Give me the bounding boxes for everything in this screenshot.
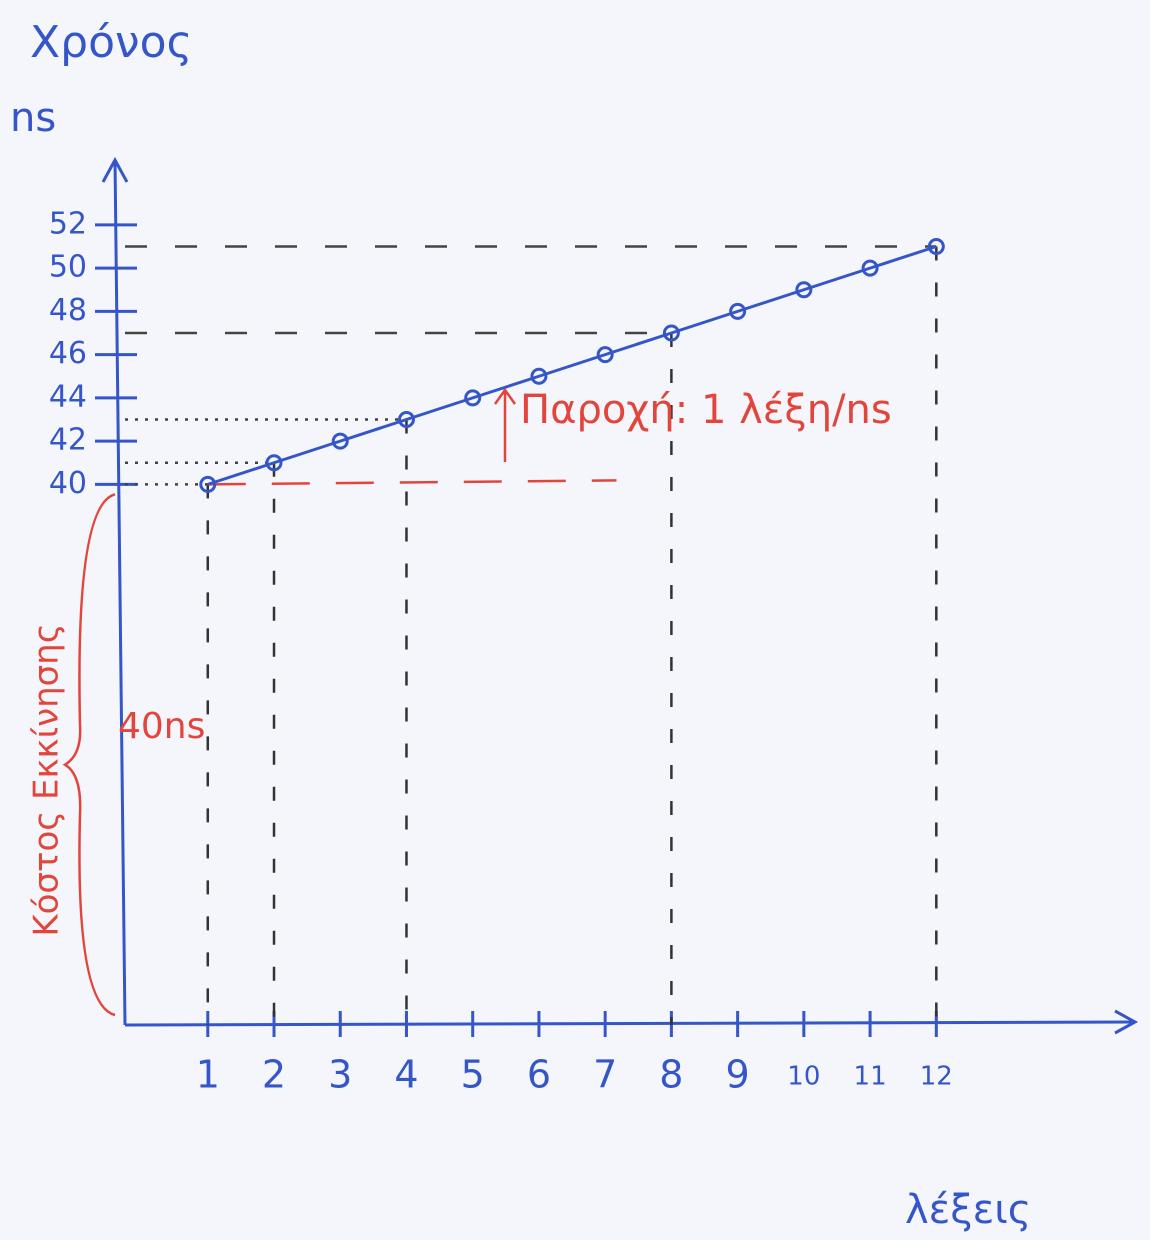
x-tick-label: 7 xyxy=(593,1053,617,1097)
y-tick-label: 44 xyxy=(49,379,87,414)
y-tick-label: 48 xyxy=(49,293,87,328)
x-tick-label: 5 xyxy=(461,1053,485,1097)
x-tick-label: 10 xyxy=(787,1062,820,1092)
y-tick-label: 52 xyxy=(49,206,87,241)
chart-title: Χρόνος xyxy=(30,17,192,68)
x-tick-label: 12 xyxy=(920,1062,953,1092)
y-tick-label: 42 xyxy=(49,423,87,458)
chart: Χρόνος ns λέξεις 40424446485052123456789… xyxy=(0,0,1150,1240)
startup-time-label: 40ns xyxy=(118,706,205,747)
y-tick-label: 46 xyxy=(49,336,87,371)
startup-cost-label: Κόστος Εκκίνησης xyxy=(27,623,67,936)
x-tick-label: 8 xyxy=(659,1053,683,1097)
x-tick-label: 11 xyxy=(854,1062,887,1092)
x-axis-label: λέξεις xyxy=(905,1187,1031,1233)
x-tick-label: 9 xyxy=(726,1053,750,1097)
x-tick-label: 4 xyxy=(394,1053,418,1097)
y-axis-label: ns xyxy=(10,95,56,141)
y-tick-label: 40 xyxy=(49,466,87,501)
x-tick-label: 2 xyxy=(262,1053,286,1097)
y-tick-label: 50 xyxy=(49,250,87,285)
page: Χρόνος ns λέξεις 40424446485052123456789… xyxy=(0,0,1150,1240)
x-tick-label: 3 xyxy=(328,1053,352,1097)
x-tick-label: 6 xyxy=(527,1053,551,1097)
x-tick-label: 1 xyxy=(196,1053,220,1097)
throughput-label: Παροχή: 1 λέξη/ns xyxy=(520,387,892,433)
paper xyxy=(0,0,1150,1240)
